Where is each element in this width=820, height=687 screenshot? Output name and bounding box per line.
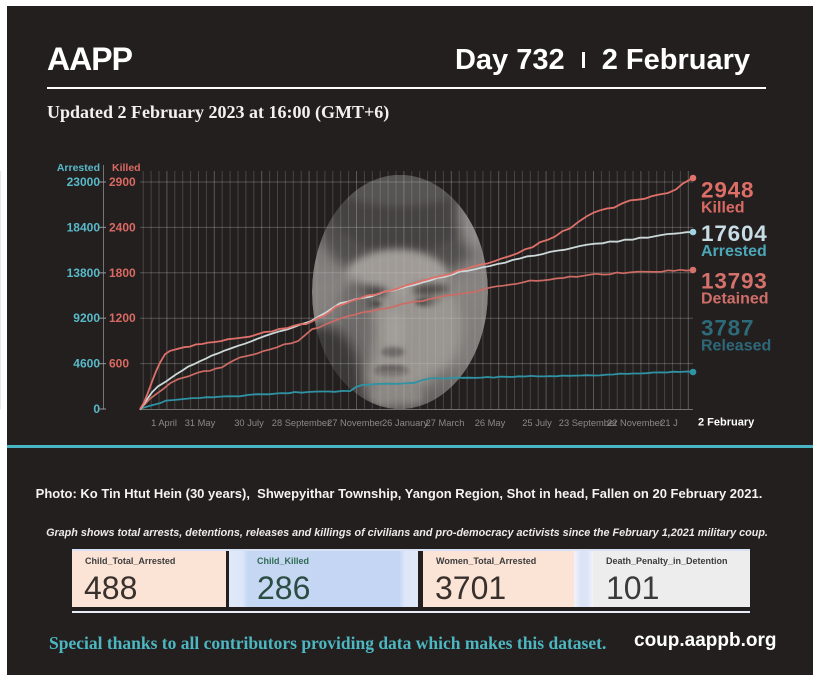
svg-text:1200: 1200 bbox=[109, 311, 136, 325]
svg-text:25 July: 25 July bbox=[522, 418, 552, 428]
svg-text:18400: 18400 bbox=[67, 220, 101, 234]
svg-text:28 September: 28 September bbox=[272, 418, 330, 428]
svg-text:21 J: 21 J bbox=[660, 418, 678, 428]
svg-text:Killed: Killed bbox=[701, 200, 745, 217]
svg-text:31 May: 31 May bbox=[185, 418, 216, 428]
svg-text:Arrested: Arrested bbox=[701, 243, 767, 260]
svg-text:17604: 17604 bbox=[701, 221, 768, 246]
svg-text:Arrested: Arrested bbox=[57, 162, 100, 174]
svg-text:2400: 2400 bbox=[109, 220, 136, 234]
svg-text:Released: Released bbox=[701, 338, 771, 355]
svg-text:26 January: 26 January bbox=[382, 418, 428, 428]
svg-text:2 February: 2 February bbox=[698, 417, 755, 429]
svg-text:26 May: 26 May bbox=[475, 418, 506, 428]
svg-text:27 November: 27 November bbox=[327, 418, 383, 428]
svg-text:2900: 2900 bbox=[109, 175, 136, 189]
svg-text:27 March: 27 March bbox=[426, 418, 465, 428]
svg-text:0: 0 bbox=[93, 402, 100, 416]
svg-text:13793: 13793 bbox=[701, 269, 768, 294]
svg-text:Detained: Detained bbox=[701, 291, 769, 308]
svg-text:9200: 9200 bbox=[73, 311, 100, 325]
svg-text:30 July: 30 July bbox=[234, 418, 264, 428]
svg-text:600: 600 bbox=[109, 357, 129, 371]
svg-text:3787: 3787 bbox=[701, 316, 754, 341]
svg-text:1800: 1800 bbox=[109, 266, 136, 280]
svg-text:Killed: Killed bbox=[112, 162, 141, 174]
svg-text:2948: 2948 bbox=[701, 178, 754, 203]
svg-text:23000: 23000 bbox=[67, 175, 101, 189]
svg-text:23 September: 23 September bbox=[559, 418, 617, 428]
svg-text:22 November: 22 November bbox=[607, 418, 663, 428]
svg-text:4600: 4600 bbox=[73, 357, 100, 371]
svg-text:1 April: 1 April bbox=[151, 418, 177, 428]
svg-text:13800: 13800 bbox=[67, 266, 101, 280]
